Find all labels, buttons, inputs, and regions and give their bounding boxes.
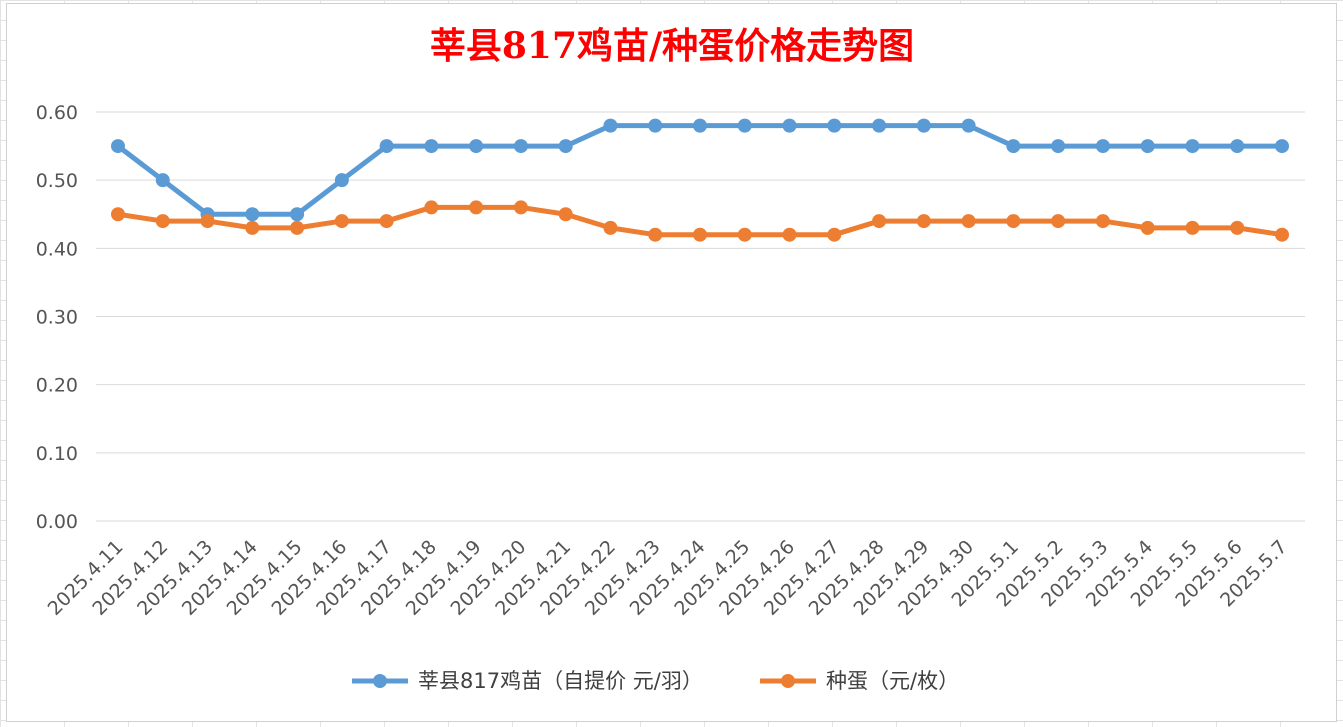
data-point[interactable] xyxy=(1051,214,1066,229)
data-point[interactable] xyxy=(558,207,573,222)
data-point[interactable] xyxy=(782,118,797,133)
legend-label: 种蛋（元/枚） xyxy=(826,669,959,693)
data-point[interactable] xyxy=(379,139,394,154)
legend-item[interactable]: 种蛋（元/枚） xyxy=(760,669,959,693)
data-point[interactable] xyxy=(737,118,752,133)
data-point[interactable] xyxy=(782,227,797,242)
data-point[interactable] xyxy=(424,139,439,154)
data-point[interactable] xyxy=(245,220,260,235)
data-point[interactable] xyxy=(379,214,394,229)
data-point[interactable] xyxy=(872,118,887,133)
data-point[interactable] xyxy=(1051,139,1066,154)
data-point[interactable] xyxy=(513,139,528,154)
data-point[interactable] xyxy=(334,173,349,188)
data-point[interactable] xyxy=(916,118,931,133)
y-axis-ticks: 0.00 0.10 0.20 0.30 0.40 0.50 0.60 xyxy=(36,102,78,533)
data-point[interactable] xyxy=(648,118,663,133)
chart-area[interactable] xyxy=(6,3,1337,722)
y-tick-label: 0.30 xyxy=(36,307,78,329)
series-1 xyxy=(111,118,1289,222)
data-point[interactable] xyxy=(1140,139,1155,154)
data-point[interactable] xyxy=(961,214,976,229)
legend-item[interactable]: 莘县817鸡苗（自提价 元/羽） xyxy=(352,669,703,693)
data-point[interactable] xyxy=(1095,214,1110,229)
data-point[interactable] xyxy=(1006,214,1021,229)
legend-marker xyxy=(373,674,387,688)
chart-title: 莘县817鸡苗/种蛋价格走势图 xyxy=(430,25,914,67)
data-point[interactable] xyxy=(1230,139,1245,154)
data-point[interactable] xyxy=(827,227,842,242)
data-point[interactable] xyxy=(469,200,484,215)
data-point[interactable] xyxy=(290,220,305,235)
data-point[interactable] xyxy=(200,214,215,229)
y-tick-label: 0.00 xyxy=(36,511,78,533)
data-point[interactable] xyxy=(1095,139,1110,154)
data-point[interactable] xyxy=(1185,220,1200,235)
x-axis-ticks: 2025.4.112025.4.122025.4.132025.4.142025… xyxy=(44,536,1292,620)
data-point[interactable] xyxy=(1230,220,1245,235)
y-tick-label: 0.40 xyxy=(36,238,78,260)
data-point[interactable] xyxy=(827,118,842,133)
data-point[interactable] xyxy=(1275,139,1289,154)
data-point[interactable] xyxy=(513,200,528,215)
data-point[interactable] xyxy=(1006,139,1021,154)
data-point[interactable] xyxy=(1140,220,1155,235)
data-point[interactable] xyxy=(916,214,931,229)
data-point[interactable] xyxy=(155,173,170,188)
data-point[interactable] xyxy=(469,139,484,154)
data-point[interactable] xyxy=(111,139,125,154)
data-point[interactable] xyxy=(334,214,349,229)
data-point[interactable] xyxy=(290,207,305,222)
data-point[interactable] xyxy=(693,227,707,242)
data-point[interactable] xyxy=(603,220,618,235)
data-point[interactable] xyxy=(1185,139,1200,154)
series-2 xyxy=(111,200,1289,242)
data-point[interactable] xyxy=(245,207,260,222)
data-point[interactable] xyxy=(111,207,125,222)
legend: 莘县817鸡苗（自提价 元/羽） 种蛋（元/枚） xyxy=(352,669,959,693)
series-line xyxy=(115,123,1285,217)
data-point[interactable] xyxy=(603,118,618,133)
legend-label: 莘县817鸡苗（自提价 元/羽） xyxy=(418,669,703,693)
series-group xyxy=(111,118,1289,242)
data-point[interactable] xyxy=(1275,227,1289,242)
y-tick-label: 0.10 xyxy=(36,443,78,465)
data-point[interactable] xyxy=(155,214,170,229)
data-point[interactable] xyxy=(424,200,439,215)
data-point[interactable] xyxy=(961,118,976,133)
y-tick-label: 0.60 xyxy=(36,102,78,124)
data-point[interactable] xyxy=(737,227,752,242)
data-point[interactable] xyxy=(558,139,573,154)
gridlines xyxy=(96,111,1305,522)
legend-marker xyxy=(781,674,795,688)
y-tick-label: 0.50 xyxy=(36,170,78,192)
data-point[interactable] xyxy=(693,118,707,133)
data-point[interactable] xyxy=(648,227,663,242)
y-tick-label: 0.20 xyxy=(36,375,78,397)
data-point[interactable] xyxy=(872,214,887,229)
